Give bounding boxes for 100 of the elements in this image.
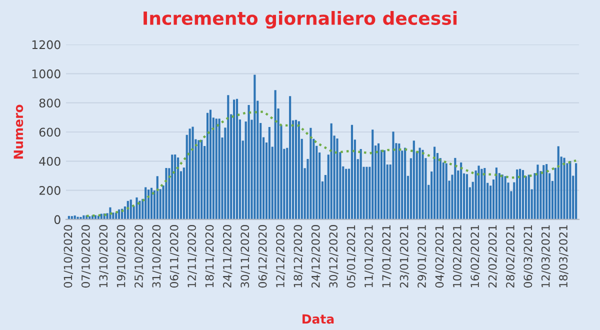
x-tick-label: 11/01/2021 <box>364 225 374 288</box>
bar <box>218 118 220 220</box>
bar <box>504 176 506 220</box>
bar <box>156 176 158 220</box>
bar <box>298 121 300 220</box>
y-tick-label: 600 <box>39 128 60 137</box>
x-tick-label: 18/11/2020 <box>205 225 215 288</box>
bar <box>442 162 444 220</box>
y-tick-label: 1200 <box>32 40 60 50</box>
bar <box>422 150 424 220</box>
bar <box>516 169 518 220</box>
x-tick-label: 06/03/2021 <box>524 225 533 288</box>
bar <box>466 174 468 220</box>
bar <box>372 130 374 220</box>
x-tick-label: 28/02/2021 <box>506 225 516 288</box>
bar <box>248 105 250 220</box>
bar <box>174 154 176 220</box>
bar <box>478 166 480 220</box>
x-tick-label: 04/02/2021 <box>435 225 445 288</box>
bar <box>209 110 212 220</box>
bar <box>200 140 203 220</box>
x-tick-label: 29/01/2021 <box>418 225 427 288</box>
bar <box>383 150 386 220</box>
bar <box>484 168 486 220</box>
y-axis-title: Numero <box>14 104 24 159</box>
bar <box>569 161 572 220</box>
x-tick-label: 06/11/2020 <box>170 225 180 288</box>
bar <box>480 168 483 220</box>
x-tick-label: 06/12/2020 <box>258 225 268 288</box>
x-tick-label: 12/11/2020 <box>188 225 197 288</box>
bar <box>434 146 436 220</box>
bar <box>310 128 312 220</box>
bar <box>294 120 297 220</box>
bar <box>330 123 332 220</box>
bar <box>177 158 180 220</box>
bar <box>575 163 578 220</box>
x-tick-label: 13/10/2020 <box>99 225 108 288</box>
bar <box>366 166 368 220</box>
x-tick-label: 19/10/2020 <box>116 225 126 288</box>
x-tick-label: 30/12/2020 <box>329 225 338 288</box>
bar <box>377 143 380 220</box>
bar <box>254 74 256 220</box>
bar <box>546 164 548 220</box>
y-tick-label: 400 <box>39 156 60 166</box>
bar <box>542 165 545 220</box>
bar <box>345 168 348 220</box>
bar <box>171 154 174 220</box>
x-tick-label: 30/11/2020 <box>240 225 250 288</box>
bar <box>215 118 218 220</box>
bar <box>165 168 168 220</box>
bar <box>501 174 504 220</box>
bar <box>360 149 362 220</box>
x-tick-label: 12/12/2020 <box>276 225 286 288</box>
x-tick-label: 24/11/2020 <box>222 225 232 288</box>
bar <box>144 187 147 220</box>
bar <box>557 146 560 220</box>
x-tick-label: 05/01/2021 <box>346 225 356 288</box>
x-tick-label: 01/10/2020 <box>64 225 74 288</box>
bar <box>236 98 238 220</box>
bar <box>398 144 400 220</box>
bar <box>519 168 522 220</box>
bar <box>412 140 415 220</box>
bar <box>233 100 236 220</box>
bar <box>418 148 421 220</box>
y-tick-label: 800 <box>39 98 60 108</box>
bar <box>136 197 138 220</box>
bar <box>118 209 120 220</box>
x-axis-title: Data <box>302 314 334 324</box>
bar <box>188 128 191 220</box>
bar <box>198 140 200 220</box>
x-tick-label: 17/01/2021 <box>382 225 392 288</box>
x-tick-label: 18/03/2021 <box>559 225 568 288</box>
bar <box>289 96 292 220</box>
bar <box>150 188 153 220</box>
x-tick-label: 10/02/2021 <box>452 225 462 288</box>
x-tick-label: 22/02/2021 <box>488 225 498 288</box>
x-tick-label: 12/03/2021 <box>541 225 551 288</box>
bar <box>268 127 270 220</box>
x-tick-label: 07/10/2020 <box>81 225 91 288</box>
x-tick-label: 23/01/2021 <box>400 225 410 288</box>
bar <box>227 95 230 220</box>
bar <box>80 216 82 220</box>
x-tick-label: 24/12/2020 <box>311 225 321 288</box>
line-series <box>86 110 578 218</box>
y-tick-label: 1000 <box>32 69 60 78</box>
bar <box>192 126 194 220</box>
bar <box>445 163 448 220</box>
y-tick-label: 200 <box>39 186 60 195</box>
bar <box>460 162 462 220</box>
bar <box>536 164 539 220</box>
bar <box>454 158 456 220</box>
chart-title: Incremento giornaliero decessi <box>144 10 457 29</box>
bar <box>350 124 354 220</box>
bar <box>495 168 498 220</box>
bar <box>392 132 394 220</box>
x-tick-label: 31/10/2020 <box>152 225 162 288</box>
y-tick-label: 0 <box>54 215 60 224</box>
bar <box>274 90 276 220</box>
bar <box>528 174 530 220</box>
bar <box>130 200 132 220</box>
